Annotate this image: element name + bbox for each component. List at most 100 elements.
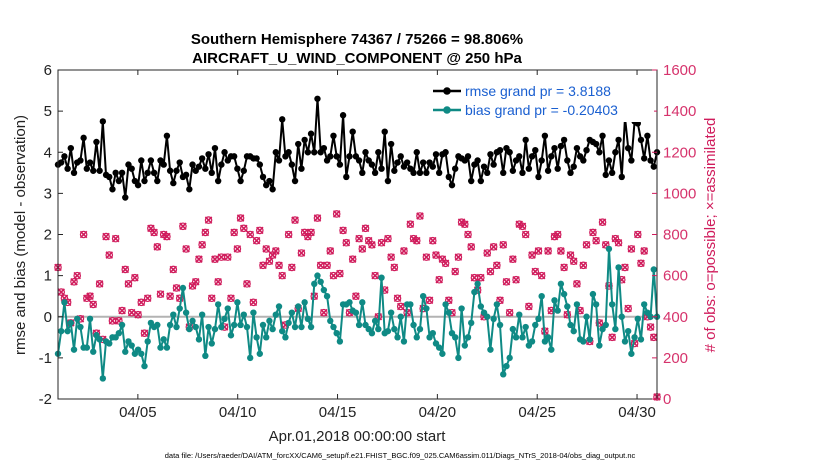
rmse-point	[186, 186, 192, 192]
rmse-point	[199, 155, 205, 161]
bias-point	[522, 324, 528, 330]
legend-rmse-marker	[443, 87, 451, 95]
rmse-point	[519, 170, 525, 176]
rmse-point	[555, 166, 561, 172]
rmse-point	[500, 170, 506, 176]
rmse-point	[346, 153, 352, 159]
legend-rmse-label: rmse grand pr = 3.8188	[465, 83, 611, 99]
data-file-footnote: data file: /Users/raeder/DAI/ATM_forcXX/…	[165, 451, 636, 460]
x-tick-label: 04/05	[119, 404, 157, 421]
rmse-point	[109, 186, 115, 192]
bias-point	[606, 246, 612, 252]
bias-point	[372, 318, 378, 324]
bias-point	[221, 316, 227, 322]
bias-point	[430, 330, 436, 336]
y-axis-right-label: # of obs: o=possible; ×=assimilated	[702, 118, 719, 353]
x-tick-label: 04/10	[219, 404, 257, 421]
rmse-point	[167, 168, 173, 174]
rmse-point	[144, 170, 150, 176]
bias-point	[529, 338, 535, 344]
bias-point	[561, 291, 567, 297]
bias-point	[234, 299, 240, 305]
x-tick-label: 04/30	[618, 404, 656, 421]
rmse-point	[234, 166, 240, 172]
bias-point	[292, 324, 298, 330]
x-tick-label: 04/15	[319, 404, 357, 421]
rmse-point	[337, 161, 343, 167]
rmse-point	[241, 168, 247, 174]
rmse-point	[356, 157, 362, 163]
bias-point	[487, 346, 493, 352]
bias-point	[266, 318, 272, 324]
bias-point	[478, 303, 484, 309]
bias-point	[301, 299, 307, 305]
y-right-tick-label: 400	[663, 309, 688, 326]
rmse-point	[359, 170, 365, 176]
bias-point	[580, 338, 586, 344]
rmse-point	[481, 163, 487, 169]
chart-title-line1: Southern Hemisphere 74367 / 75266 = 98.8…	[191, 31, 523, 48]
rmse-point	[205, 151, 211, 157]
bias-point	[346, 299, 352, 305]
rmse-point	[532, 147, 538, 153]
chart: Southern Hemisphere 74367 / 75266 = 98.8…	[0, 0, 830, 470]
bias-point	[551, 297, 557, 303]
rmse-point	[330, 133, 336, 139]
rmse-point	[64, 166, 70, 172]
rmse-point	[449, 182, 455, 188]
y-left-tick-label: -2	[39, 391, 52, 408]
rmse-point	[490, 161, 496, 167]
bias-point	[609, 301, 615, 307]
bias-point	[84, 344, 90, 350]
rmse-point	[430, 163, 436, 169]
rmse-point	[138, 157, 144, 163]
rmse-point	[221, 149, 227, 155]
rmse-point	[231, 153, 237, 159]
y-left-tick-label: 5	[44, 103, 52, 120]
bias-point	[324, 293, 330, 299]
bias-point	[74, 316, 80, 322]
rmse-point	[87, 159, 93, 165]
rmse-point	[638, 137, 644, 143]
rmse-point	[538, 157, 544, 163]
bias-point	[90, 349, 96, 355]
bias-point	[170, 311, 176, 317]
rmse-point	[410, 170, 416, 176]
bias-point	[353, 309, 359, 315]
rmse-point	[497, 147, 503, 153]
rmse-point	[61, 153, 67, 159]
bias-point	[490, 316, 496, 322]
x-tick-label: 04/20	[419, 404, 457, 421]
bias-point	[218, 324, 224, 330]
y-right-tick-label: 1000	[663, 185, 696, 202]
bias-point	[503, 363, 509, 369]
bias-point	[359, 299, 365, 305]
bias-point	[622, 338, 628, 344]
rmse-point	[561, 137, 567, 143]
rmse-point	[279, 116, 285, 122]
bias-point	[593, 301, 599, 307]
bias-point	[314, 272, 320, 278]
bias-point	[317, 279, 323, 285]
rmse-point	[215, 178, 221, 184]
y-right-tick-label: 600	[663, 268, 688, 285]
bias-point	[196, 336, 202, 342]
rmse-point	[516, 153, 522, 159]
rmse-point	[487, 151, 493, 157]
rmse-point	[423, 170, 429, 176]
bias-point	[100, 375, 106, 381]
bias-point	[452, 334, 458, 340]
rmse-point	[436, 170, 442, 176]
y-left-tick-label: 6	[44, 62, 52, 79]
rmse-point	[382, 128, 388, 134]
bias-point	[651, 266, 657, 272]
rmse-point	[433, 151, 439, 157]
rmse-point	[349, 128, 355, 134]
rmse-point	[641, 155, 647, 161]
bias-point	[436, 344, 442, 350]
rmse-point	[237, 178, 243, 184]
rmse-point	[362, 149, 368, 155]
bias-point	[260, 322, 266, 328]
bias-point	[321, 287, 327, 293]
bias-point	[458, 305, 464, 311]
